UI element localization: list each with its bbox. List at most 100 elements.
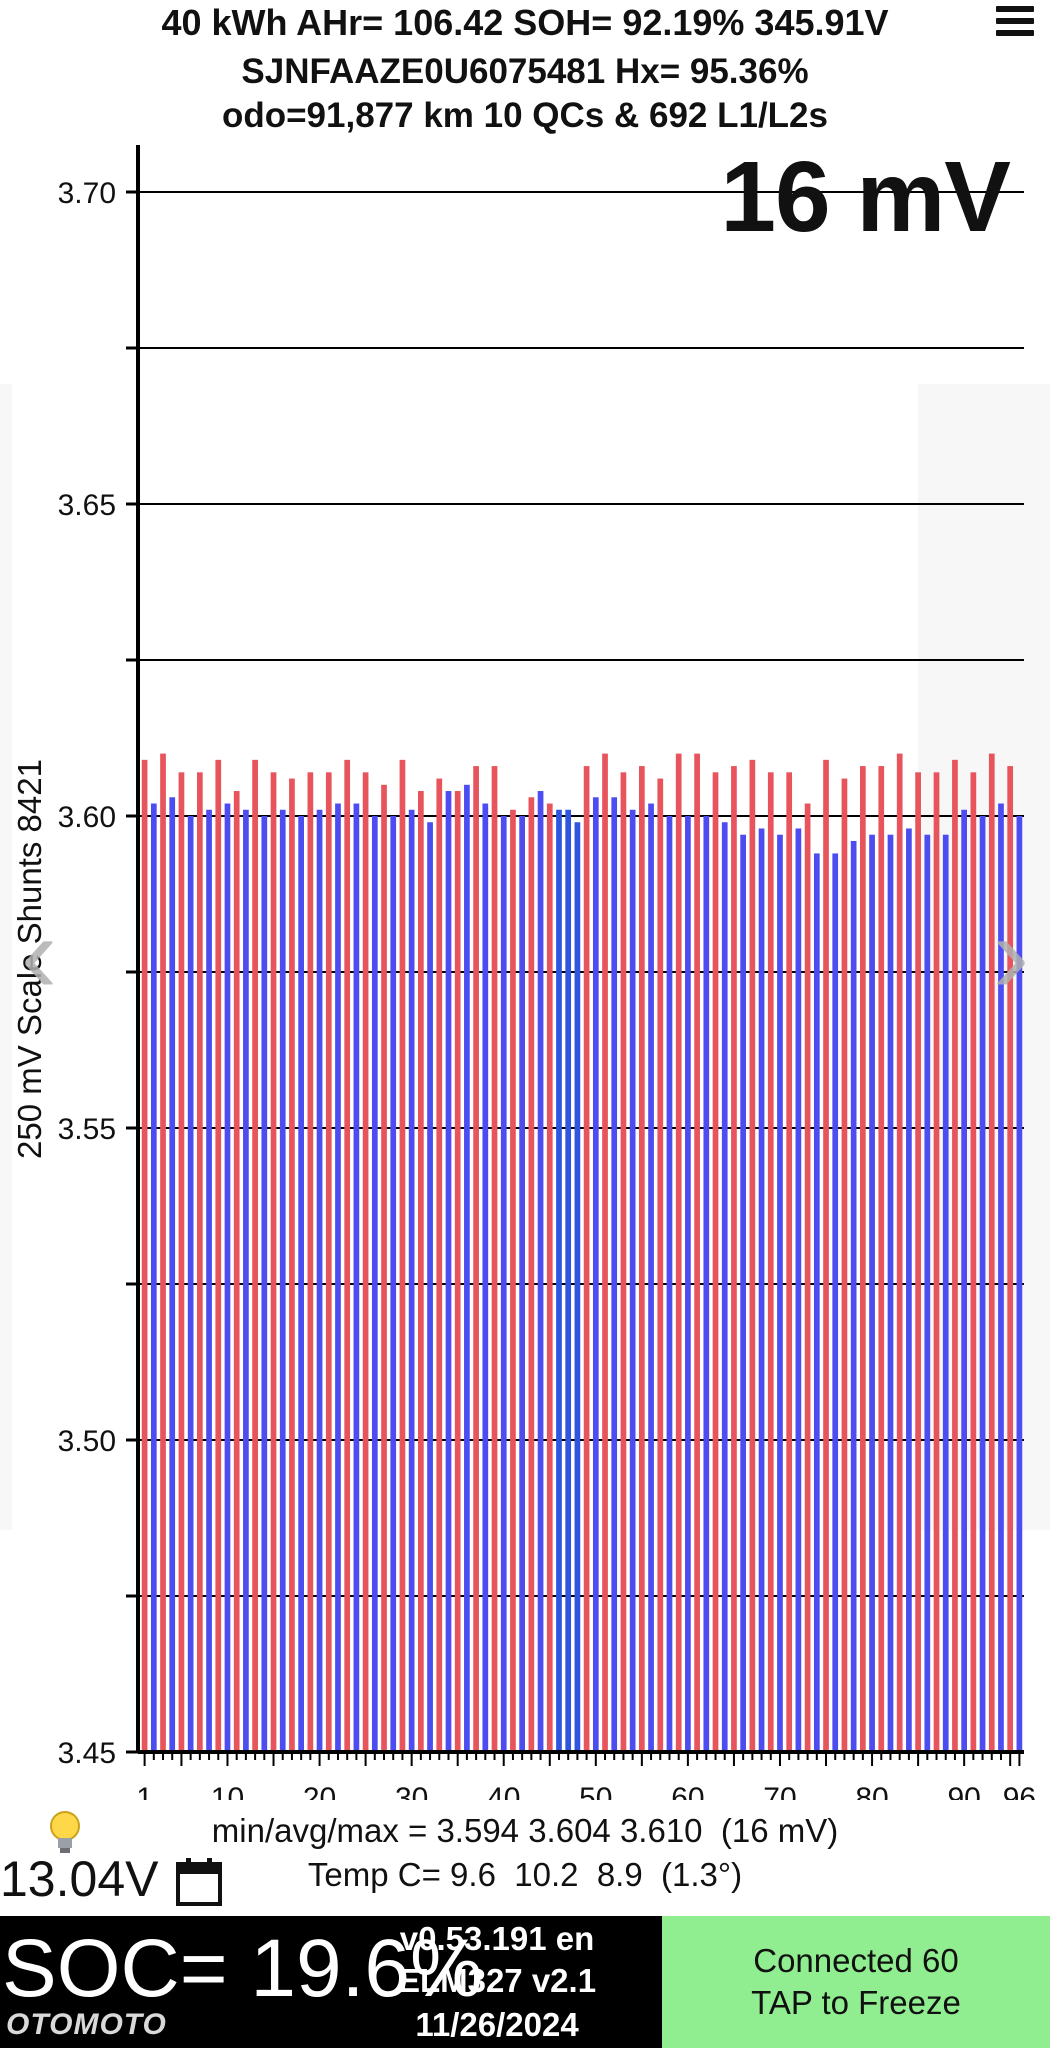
lightbulb-icon[interactable]	[40, 1806, 90, 1858]
cell-bar-71	[786, 772, 793, 1752]
cell-bar-51	[602, 753, 608, 1752]
cell-bar-78	[850, 840, 857, 1752]
cell-bar-67	[749, 759, 756, 1752]
cell-bar-59	[675, 753, 682, 1752]
soc-readout: SOC= 19.6%	[2, 1923, 483, 2014]
cell-bar-10	[224, 803, 231, 1752]
cell-bar-79	[859, 766, 866, 1752]
cell-voltage-chart: 3.70 3.65 3.60 3.55 3.50 3.45 1 10 20 30 40 50 60 70 8…	[58, 145, 1036, 1800]
cell-bar-44	[537, 791, 544, 1752]
cell-bar-36	[464, 784, 470, 1752]
cell-bar-95	[1007, 766, 1014, 1752]
cell-bar-49	[583, 766, 590, 1752]
x-tick-label: 90	[947, 1782, 980, 1800]
hamburger-menu-icon[interactable]	[996, 6, 1034, 40]
cell-bar-7	[196, 772, 203, 1752]
cell-bar-25	[362, 772, 369, 1752]
cell-bar-34	[445, 791, 452, 1752]
x-tick-label: 20	[303, 1782, 336, 1800]
watermark: OTOMOTO	[6, 2008, 167, 2041]
cell-bar-22	[335, 803, 341, 1752]
cell-bar-53	[620, 772, 627, 1752]
cell-bar-30	[408, 809, 415, 1752]
x-tick-label: 1	[136, 1782, 153, 1800]
next-page-arrow-icon[interactable]: ›	[992, 893, 1030, 1016]
cell-bar-73	[804, 803, 811, 1752]
cell-bar-2	[150, 803, 157, 1752]
app-version: v0.53.191 en	[399, 1920, 595, 1957]
cell-bar-61	[694, 753, 700, 1752]
adapter-name: ELM327 v2.1	[397, 1962, 597, 1999]
x-tick-label: 10	[211, 1782, 244, 1800]
cell-bar-88	[942, 834, 949, 1752]
cell-bar-41	[510, 809, 516, 1752]
cell-bar-87	[933, 772, 940, 1752]
cell-bar-66	[740, 834, 747, 1752]
y-tick-label: 3.50	[58, 1425, 116, 1458]
x-tick-label: 70	[763, 1782, 796, 1800]
cell-bar-37	[473, 766, 479, 1752]
cell-bar-46	[556, 809, 562, 1752]
current-date: 11/26/2024	[415, 2006, 579, 2043]
cell-bar-16	[279, 809, 286, 1752]
cell-bar-64	[721, 822, 728, 1752]
cell-bar-50	[592, 797, 599, 1752]
cell-bar-42	[519, 816, 526, 1752]
cell-bar-1	[141, 759, 148, 1752]
cell-bar-28	[390, 816, 397, 1752]
cell-bar-90	[961, 809, 968, 1752]
cell-bar-72	[795, 828, 802, 1752]
previous-page-arrow-icon[interactable]: ‹	[20, 893, 58, 1016]
cell-bar-5	[178, 772, 185, 1752]
cell-bar-55	[638, 766, 645, 1752]
cell-bar-23	[344, 759, 351, 1752]
cell-bar-3	[160, 753, 166, 1752]
cell-bar-65	[731, 766, 737, 1752]
y-tick-label: 3.70	[58, 177, 116, 210]
header-battery-summary: 40 kWh AHr= 106.42 SOH= 92.19% 345.91V	[161, 2, 889, 43]
cell-bar-83	[896, 753, 903, 1752]
connection-status-button[interactable]: Connected 60 TAP to Freeze	[662, 1916, 1050, 2048]
cell-bar-31	[417, 791, 424, 1752]
cell-bar-38	[482, 803, 489, 1752]
y-tick-label: 3.55	[58, 1113, 116, 1146]
cell-bar-15	[270, 772, 277, 1752]
chart-title-voltage-spread: 16 mV	[720, 141, 1011, 253]
cell-bar-81	[878, 766, 885, 1752]
cell-bar-91	[970, 772, 977, 1752]
aux-battery-voltage: 13.04V	[0, 1851, 159, 1907]
cell-bar-93	[988, 753, 995, 1752]
y-tick-label: 3.60	[58, 801, 116, 834]
connection-status: Connected 60	[753, 1942, 959, 1979]
cell-bar-58	[666, 816, 673, 1752]
soc-panel: SOC= 19.6% OTOMOTO v0.53.191 en ELM327 v…	[0, 1916, 662, 2048]
cell-bar-4	[169, 797, 176, 1752]
cell-bar-48	[574, 822, 581, 1752]
calendar-icon[interactable]	[174, 1856, 224, 1908]
cell-bar-69	[767, 772, 774, 1752]
x-tick-label: 50	[579, 1782, 612, 1800]
cell-bar-62	[703, 816, 710, 1752]
temperature-readout: Temp C= 9.6 10.2 8.9 (1.3°)	[307, 1856, 743, 1893]
y-tick-label: 3.65	[58, 489, 116, 522]
cell-bar-96	[1016, 816, 1023, 1752]
cell-bar-13	[252, 759, 258, 1752]
cell-bar-92	[979, 816, 986, 1752]
cell-bar-33	[436, 778, 443, 1752]
cell-bar-45	[546, 803, 553, 1752]
cell-bar-24	[353, 803, 360, 1752]
cell-bar-6	[187, 816, 194, 1752]
header-vin-health: SJNFAAZE0U6075481 Hx= 95.36%	[241, 52, 809, 91]
cell-bar-47	[565, 809, 572, 1752]
cell-bar-19	[307, 772, 314, 1752]
cell-bar-76	[832, 853, 839, 1752]
cell-bar-94	[998, 803, 1004, 1752]
tap-to-freeze-label: TAP to Freeze	[751, 1984, 961, 2021]
cell-bar-29	[399, 759, 406, 1752]
cell-bar-39	[491, 766, 498, 1752]
cell-bar-43	[528, 797, 535, 1752]
cell-bar-14	[261, 816, 268, 1752]
cell-bar-52	[611, 797, 618, 1752]
cell-bar-57	[657, 778, 664, 1752]
cell-bar-82	[887, 834, 894, 1752]
